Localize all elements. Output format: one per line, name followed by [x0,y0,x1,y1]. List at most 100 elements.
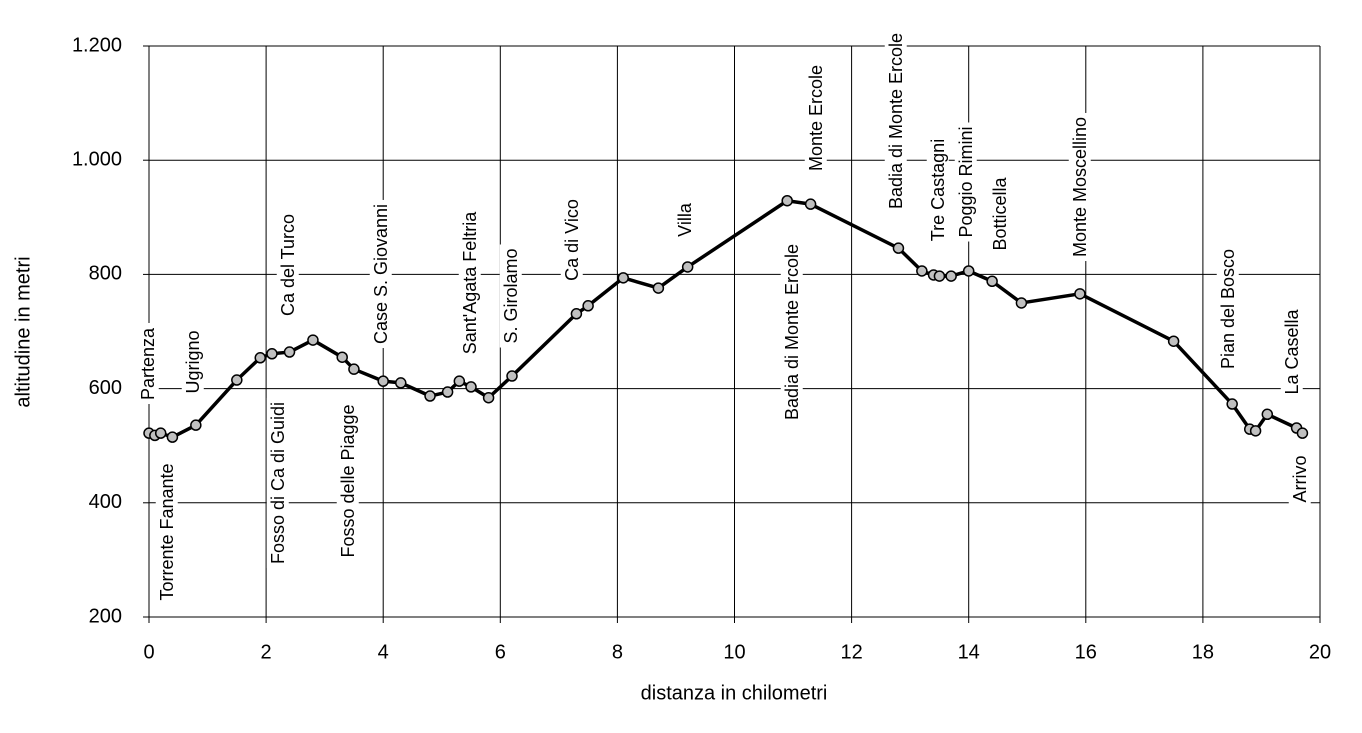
annotation-label: Tre Castagni [928,139,948,241]
point [652,282,665,294]
point [1249,425,1262,437]
x-tick-label: 12 [840,641,862,663]
x-tick-label: 14 [958,641,980,663]
annotation-label: Case S. Giovanni [371,204,391,344]
point [892,242,905,254]
annotation-bg [155,459,178,605]
annotation: Pian del Bosco [1216,244,1239,374]
annotation-label: Fosso delle Piagge [338,404,358,557]
annotation-label: Botticella [990,176,1010,250]
point [283,346,296,358]
y-tick-label: 400 [89,491,122,513]
annotation-bg [499,244,522,348]
annotation: Botticella [988,172,1011,255]
point [482,391,495,404]
annotation: Ca del Turco [276,209,299,321]
point [506,370,518,382]
point [570,308,583,320]
point [395,377,407,389]
point [681,261,694,273]
annotation-bg [1068,112,1091,262]
annotation: S. Girolamo [499,244,522,348]
annotation: Case S. Giovanni [369,199,392,349]
annotation-bg [1216,244,1239,374]
annotation-label: Partenza [138,327,158,400]
annotation-bg [560,195,583,285]
point [307,334,319,346]
annotation-bg [266,397,289,569]
annotation: Sant'Agata Feltria [458,206,481,359]
annotation-label: Sant'Agata Feltria [460,211,480,355]
point [441,386,454,398]
y-tick-label: 1.200 [72,34,122,56]
annotation: Badia di Monte Ercole [884,28,907,214]
x-tick-label: 6 [495,641,506,663]
point [154,427,167,439]
point [231,374,243,386]
annotation-label: Ca di Vico [562,199,582,281]
point [1261,408,1274,421]
annotation-label: Ugrigno [183,330,203,393]
point [266,348,278,360]
point [424,390,436,402]
point [465,381,477,393]
y-tick-label: 1.000 [72,148,122,170]
annotation: Fosso di Ca di Guidi [266,397,289,569]
x-tick-label: 0 [143,641,154,663]
annotation-label: Poggio Rimini [956,126,976,237]
point [377,375,389,387]
annotation-bg [804,60,827,176]
annotation-label: S. Girolamo [501,248,521,343]
point [986,275,998,288]
point [166,431,179,443]
annotation: Badia di Monte Ercole [780,239,803,425]
point [1226,398,1238,410]
point [804,198,817,210]
annotation-bg [136,322,159,405]
annotation-bg [1288,451,1311,507]
annotation-bg [369,199,392,349]
annotation-bg [458,206,481,359]
annotation-bg [988,172,1011,255]
annotation-label: Monte Moscellino [1070,117,1090,257]
line [148,198,1304,439]
annotation: Monte Moscellino [1068,112,1091,262]
y-tick-label: 200 [89,605,122,627]
x-tick-label: 2 [261,641,272,663]
annotation: Poggio Rimini [954,122,977,242]
annotation-bg [336,400,359,562]
annotation-label: Badia di Monte Ercole [782,244,802,420]
annotation-label: Pian del Bosco [1218,249,1238,369]
point [933,270,946,282]
point [1167,335,1180,347]
x-tick-label: 4 [378,641,389,663]
annotation-bg [673,198,696,241]
point [348,363,360,375]
point [1074,288,1086,300]
y-tick-label: 800 [89,263,122,285]
annotation-label: Fosso di Ca di Guidi [268,402,288,564]
x-tick-label: 16 [1075,641,1097,663]
point [945,270,957,282]
x-axis-label: distanza in chilometri [641,682,828,704]
annotation: Ugrigno [181,326,204,398]
y-tick-label: 600 [89,377,122,399]
annotation-bg [1280,304,1303,399]
point [1296,427,1309,439]
annotation-bg [780,239,803,425]
x-tick-label: 18 [1192,641,1214,663]
x-tick-label: 8 [612,641,623,663]
annotation: La Casella [1280,304,1303,399]
point [916,265,928,277]
annotation-bg [181,326,204,398]
point [781,194,793,207]
annotation-bg [276,209,299,321]
point [617,272,630,284]
annotation: Torrente Fanante [155,459,178,605]
point [190,419,202,431]
point [453,375,466,387]
annotation-label: Torrente Fanante [157,463,177,600]
annotation-bg [926,134,949,246]
annotation: Partenza [136,322,159,405]
